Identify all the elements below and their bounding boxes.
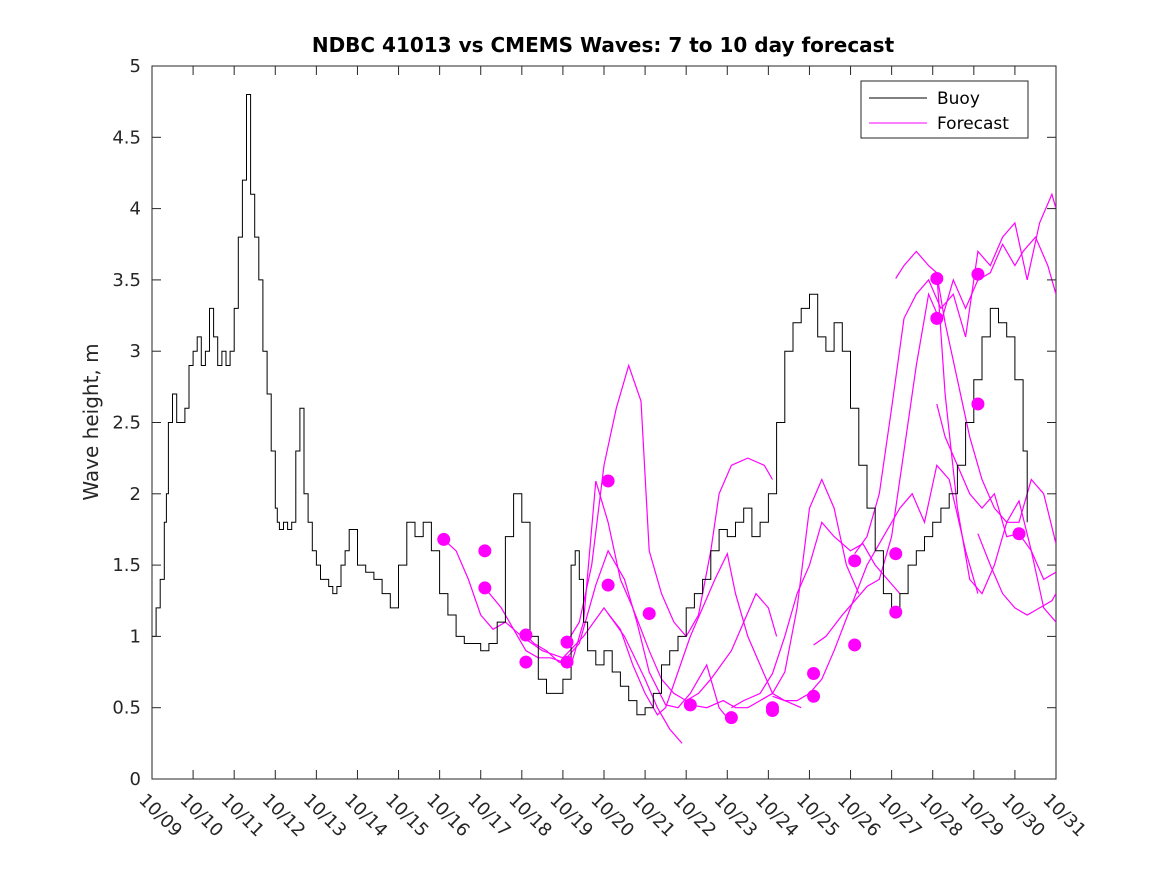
- forecast-marker: [971, 267, 985, 281]
- forecast-marker: [765, 704, 779, 718]
- forecast-line: [731, 521, 901, 709]
- forecast-marker: [889, 605, 903, 619]
- legend-box: [860, 80, 1029, 139]
- forecast-marker: [807, 689, 821, 703]
- y-tick-label: 4: [130, 199, 141, 220]
- buoy-line: [152, 94, 1028, 716]
- forecast-line: [854, 192, 1056, 555]
- plot-area: 00.511.522.533.544.5510/0910/1010/1110/1…: [112, 56, 1090, 841]
- forecast-line: [690, 477, 860, 709]
- y-tick-label: 1.5: [112, 555, 141, 576]
- forecast-marker: [1012, 527, 1026, 541]
- axes-box: [151, 65, 1057, 780]
- y-tick-label: 5: [130, 56, 141, 77]
- y-tick-label: 3: [130, 341, 141, 362]
- forecast-line: [977, 533, 1056, 616]
- series-layer: [152, 94, 1056, 744]
- y-tick-label: 0: [130, 769, 141, 790]
- forecast-marker: [807, 666, 821, 680]
- y-tick-label: 0.5: [112, 698, 141, 719]
- forecast-marker: [971, 397, 985, 411]
- forecast-line: [443, 538, 683, 744]
- forecast-marker: [519, 655, 533, 669]
- forecast-marker: [930, 311, 944, 325]
- forecast-marker: [889, 547, 903, 561]
- forecast-marker: [478, 581, 492, 595]
- forecast-marker: [601, 578, 615, 592]
- y-tick-label: 2.5: [112, 413, 141, 434]
- legend-forecast-label: Forecast: [937, 114, 1009, 134]
- forecast-marker: [601, 474, 615, 488]
- forecast-marker: [560, 635, 574, 649]
- forecast-marker: [560, 655, 574, 669]
- y-tick-label: 1: [130, 626, 141, 647]
- y-tick-label: 3.5: [112, 270, 141, 291]
- y-tick-label: 4.5: [112, 127, 141, 148]
- forecast-marker: [724, 711, 738, 725]
- forecast-line: [936, 403, 1056, 581]
- forecast-marker: [683, 698, 697, 712]
- forecast-marker: [848, 638, 862, 652]
- forecast-marker: [478, 544, 492, 558]
- forecast-marker: [437, 532, 451, 546]
- forecast-marker: [519, 628, 533, 642]
- forecast-line: [895, 250, 1056, 623]
- forecast-line: [484, 549, 728, 719]
- y-tick-label: 2: [130, 484, 141, 505]
- y-axis-label: Wave height, m: [79, 343, 103, 500]
- legend-buoy-label: Buoy: [937, 89, 980, 109]
- legend: Buoy Forecast: [860, 80, 1029, 139]
- forecast-line: [936, 274, 1056, 544]
- forecast-marker: [930, 271, 944, 285]
- chart-title: NDBC 41013 vs CMEMS Waves: 7 to 10 day f…: [312, 33, 895, 57]
- forecast-line: [607, 551, 802, 716]
- forecast-marker: [642, 607, 656, 621]
- forecast-marker: [848, 554, 862, 568]
